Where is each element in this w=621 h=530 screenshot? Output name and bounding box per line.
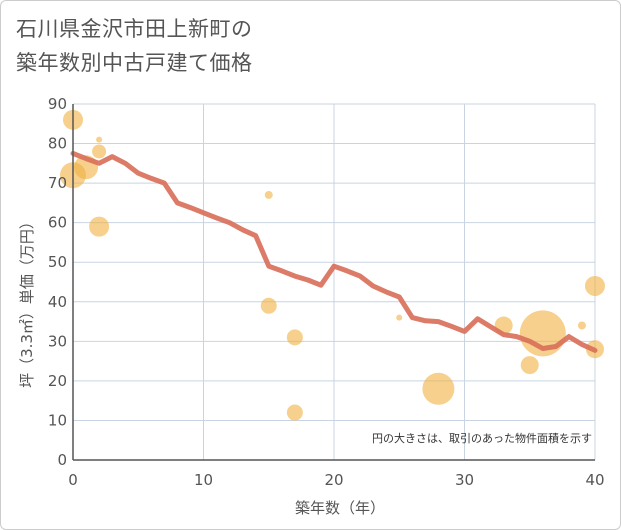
x-tick-label: 0 bbox=[68, 471, 78, 489]
axes-layer bbox=[72, 104, 595, 461]
y-tick-label: 60 bbox=[48, 214, 67, 232]
chart-title: 石川県金沢市田上新町の 築年数別中古戸建て価格 bbox=[16, 12, 253, 80]
y-tick-label: 80 bbox=[48, 135, 67, 153]
y-tick-label: 0 bbox=[57, 451, 67, 469]
y-axis-label: 坪（3.3㎡）単価（万円） bbox=[18, 214, 36, 388]
data-bubble bbox=[286, 329, 303, 346]
data-bubble bbox=[96, 136, 103, 143]
y-tick-label: 40 bbox=[48, 293, 67, 311]
data-bubble bbox=[92, 144, 107, 159]
data-bubble bbox=[585, 275, 605, 296]
data-bubble bbox=[422, 372, 455, 405]
data-bubble bbox=[520, 356, 539, 375]
data-bubble bbox=[260, 297, 277, 314]
tick-labels: 0 10 20 30 40 50 60 70 80 90 0 10 20 30 40 bbox=[48, 95, 605, 489]
trend-layer bbox=[70, 150, 598, 353]
chart-title-line-1: 石川県金沢市田上新町の bbox=[16, 17, 253, 41]
data-bubble bbox=[286, 404, 303, 421]
y-tick-label: 20 bbox=[48, 372, 67, 390]
data-bubble bbox=[396, 314, 403, 321]
x-axis-label: 築年数（年） bbox=[295, 499, 385, 517]
grid-lines bbox=[73, 103, 596, 460]
x-tick-label: 10 bbox=[194, 471, 213, 489]
data-bubble bbox=[577, 321, 586, 330]
bubble-size-note: 円の大きさは、取引のあった物件面積を示す bbox=[372, 431, 592, 445]
y-tick-label: 50 bbox=[48, 253, 67, 271]
x-tick-label: 30 bbox=[455, 471, 474, 489]
y-tick-label: 10 bbox=[48, 411, 67, 429]
chart-title-line-2: 築年数別中古戸建て価格 bbox=[16, 51, 253, 75]
x-tick-label: 20 bbox=[324, 471, 343, 489]
y-tick-label: 70 bbox=[48, 174, 67, 192]
y-tick-label: 90 bbox=[48, 95, 67, 113]
x-tick-label: 40 bbox=[585, 471, 604, 489]
y-tick-label: 30 bbox=[48, 332, 67, 350]
trend-line bbox=[70, 150, 598, 353]
data-bubble bbox=[264, 190, 273, 199]
data-bubble bbox=[89, 216, 110, 237]
